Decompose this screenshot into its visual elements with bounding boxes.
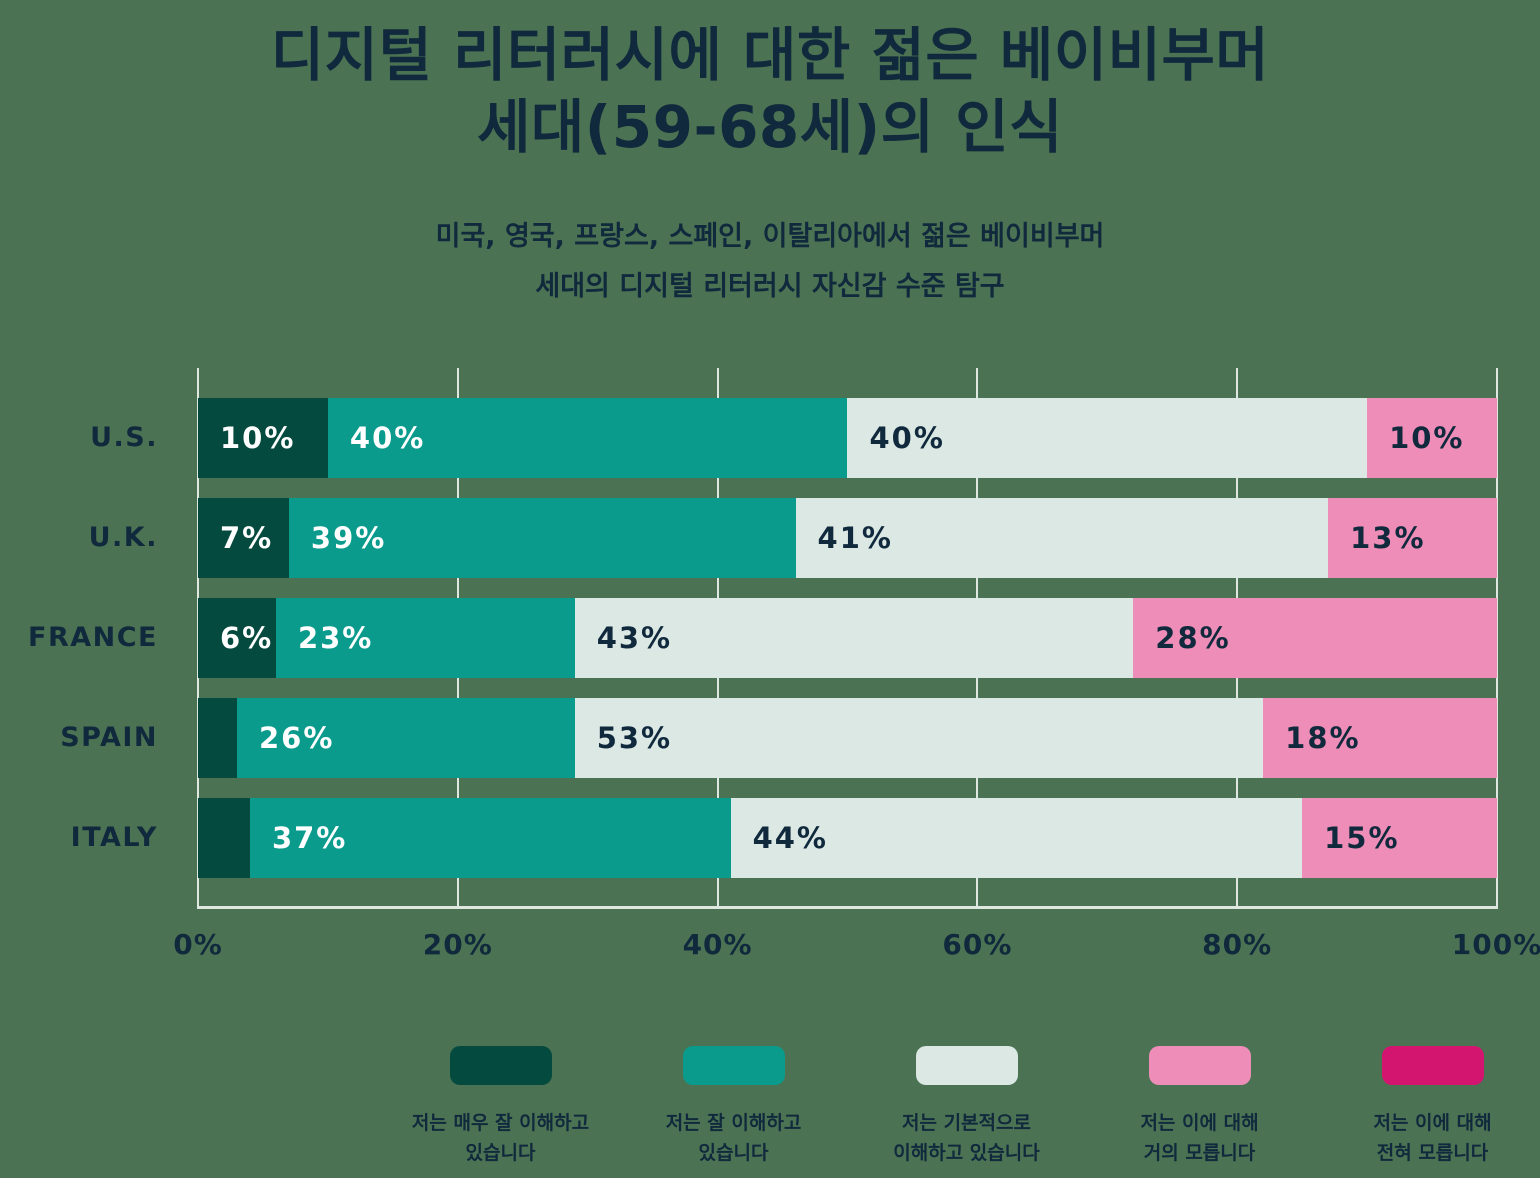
legend-item-4: 저는 이에 대해 거의 모릅니다 <box>1083 1046 1316 1169</box>
legend-item-3: 저는 기본적으로 이해하고 있습니다 <box>850 1046 1083 1169</box>
bar-segment-u-k-series4: 13% <box>1328 498 1497 578</box>
chart-title-line1: 디지털 리터러시에 대한 젊은 베이비부머 <box>270 21 1270 89</box>
legend-item-1: 저는 매우 잘 이해하고 있습니다 <box>384 1046 617 1169</box>
y-axis-label-italy: ITALY <box>70 822 158 853</box>
bar-value-label: 10% <box>1389 421 1465 455</box>
legend-swatch-icon <box>1381 1046 1484 1085</box>
bar-value-label: 13% <box>1350 521 1426 555</box>
stacked-bar-plot-area: 10% 40% 40% 10% 7% 39% 41% 13% 6% 23% 43% 28% 26% 53%… <box>197 368 1498 909</box>
x-axis-line <box>197 906 1498 909</box>
legend-swatch-icon <box>682 1046 785 1085</box>
bar-segment-spain-series4: 18% <box>1263 698 1497 778</box>
chart-subtitle-line2: 세대의 디지털 리터러시 자신감 수준 탐구 <box>535 270 1005 302</box>
bar-value-label: 37% <box>271 821 348 855</box>
bar-segment-italy-series2: 37% <box>249 798 731 878</box>
bar-segment-spain-series3: 53% <box>574 698 1264 778</box>
chart-subtitle-line1: 미국, 영국, 프랑스, 스페인, 이탈리아에서 젊은 베이비부머 <box>435 221 1105 252</box>
bar-segment-u-k-series2: 39% <box>288 498 796 578</box>
bar-segment-u-s-series1: 10% <box>198 398 328 478</box>
chart-title: 디지털 리터러시에 대한 젊은 베이비부머 세대(59-68세)의 인식 <box>0 20 1540 164</box>
bar-segment-italy-series4: 15% <box>1302 798 1497 878</box>
bar-value-label: 39% <box>310 521 387 555</box>
legend-item-label: 저는 매우 잘 이해하고 있습니다 <box>411 1112 590 1165</box>
bar-value-label: 15% <box>1324 821 1400 855</box>
bar-segment-italy-series1 <box>198 798 250 878</box>
legend: 저는 매우 잘 이해하고 있습니다 저는 잘 이해하고 있습니다 저는 기본적으로 이해하… <box>384 1046 1540 1169</box>
bar-segment-u-s-series3: 40% <box>847 398 1368 478</box>
bar-value-label: 40% <box>349 421 426 455</box>
x-tick-label-0: 0% <box>173 928 223 961</box>
legend-swatch-icon <box>449 1046 552 1085</box>
bar-value-label: 23% <box>297 621 374 655</box>
legend-item-5: 저는 이에 대해 전혀 모릅니다 <box>1316 1046 1540 1169</box>
legend-swatch-icon <box>1148 1046 1251 1085</box>
bar-row-u-k: 7% 39% 41% 13% <box>198 498 1497 578</box>
bar-segment-france-series4: 28% <box>1133 598 1497 678</box>
y-axis-label-spain: SPAIN <box>60 722 158 753</box>
legend-item-2: 저는 잘 이해하고 있습니다 <box>617 1046 850 1169</box>
legend-item-label: 저는 이에 대해 전혀 모릅니다 <box>1373 1112 1492 1165</box>
bar-value-label: 43% <box>596 621 673 655</box>
y-axis-label-france: FRANCE <box>28 622 158 653</box>
legend-item-label: 저는 이에 대해 거의 모릅니다 <box>1140 1112 1259 1165</box>
bar-segment-france-series2: 23% <box>275 598 575 678</box>
bar-value-label: 18% <box>1285 721 1361 755</box>
y-axis-label-u-s: U.S. <box>90 422 158 453</box>
bar-row-france: 6% 23% 43% 28% <box>198 598 1497 678</box>
bar-value-label: 6% <box>220 621 274 655</box>
chart-title-line2: 세대(59-68세)의 인식 <box>477 92 1063 161</box>
legend-swatch-icon <box>915 1046 1018 1085</box>
bar-segment-u-s-series2: 40% <box>327 398 848 478</box>
bar-row-italy: 37% 44% 15% <box>198 798 1497 878</box>
legend-item-label: 저는 기본적으로 이해하고 있습니다 <box>893 1112 1040 1165</box>
x-tick-label-80: 80% <box>1202 928 1273 961</box>
bar-segment-italy-series3: 44% <box>730 798 1303 878</box>
x-tick-label-100: 100% <box>1451 928 1540 961</box>
bar-value-label: 10% <box>220 421 296 455</box>
legend-item-label: 저는 잘 이해하고 있습니다 <box>665 1112 802 1165</box>
bar-value-label: 40% <box>869 421 945 455</box>
x-tick-label-40: 40% <box>682 928 753 961</box>
bar-value-label: 7% <box>220 521 274 555</box>
bar-value-label: 41% <box>817 521 893 555</box>
bar-segment-spain-series1 <box>198 698 237 778</box>
x-tick-label-60: 60% <box>942 928 1013 961</box>
bar-segment-france-series3: 43% <box>574 598 1134 678</box>
bar-segment-u-k-series1: 7% <box>198 498 289 578</box>
bar-value-label: 44% <box>752 821 828 855</box>
bar-value-label: 26% <box>258 721 335 755</box>
bar-segment-u-s-series4: 10% <box>1367 398 1497 478</box>
gridline-100 <box>1496 368 1498 909</box>
bar-value-label: 53% <box>596 721 673 755</box>
y-axis-label-u-k: U.K. <box>88 522 158 553</box>
bar-value-label: 28% <box>1155 621 1231 655</box>
bar-row-spain: 26% 53% 18% <box>198 698 1497 778</box>
bar-segment-france-series1: 6% <box>198 598 276 678</box>
x-tick-label-20: 20% <box>422 928 493 961</box>
bar-segment-spain-series2: 26% <box>236 698 575 778</box>
bar-segment-u-k-series3: 41% <box>795 498 1329 578</box>
bar-row-u-s: 10% 40% 40% 10% <box>198 398 1497 478</box>
